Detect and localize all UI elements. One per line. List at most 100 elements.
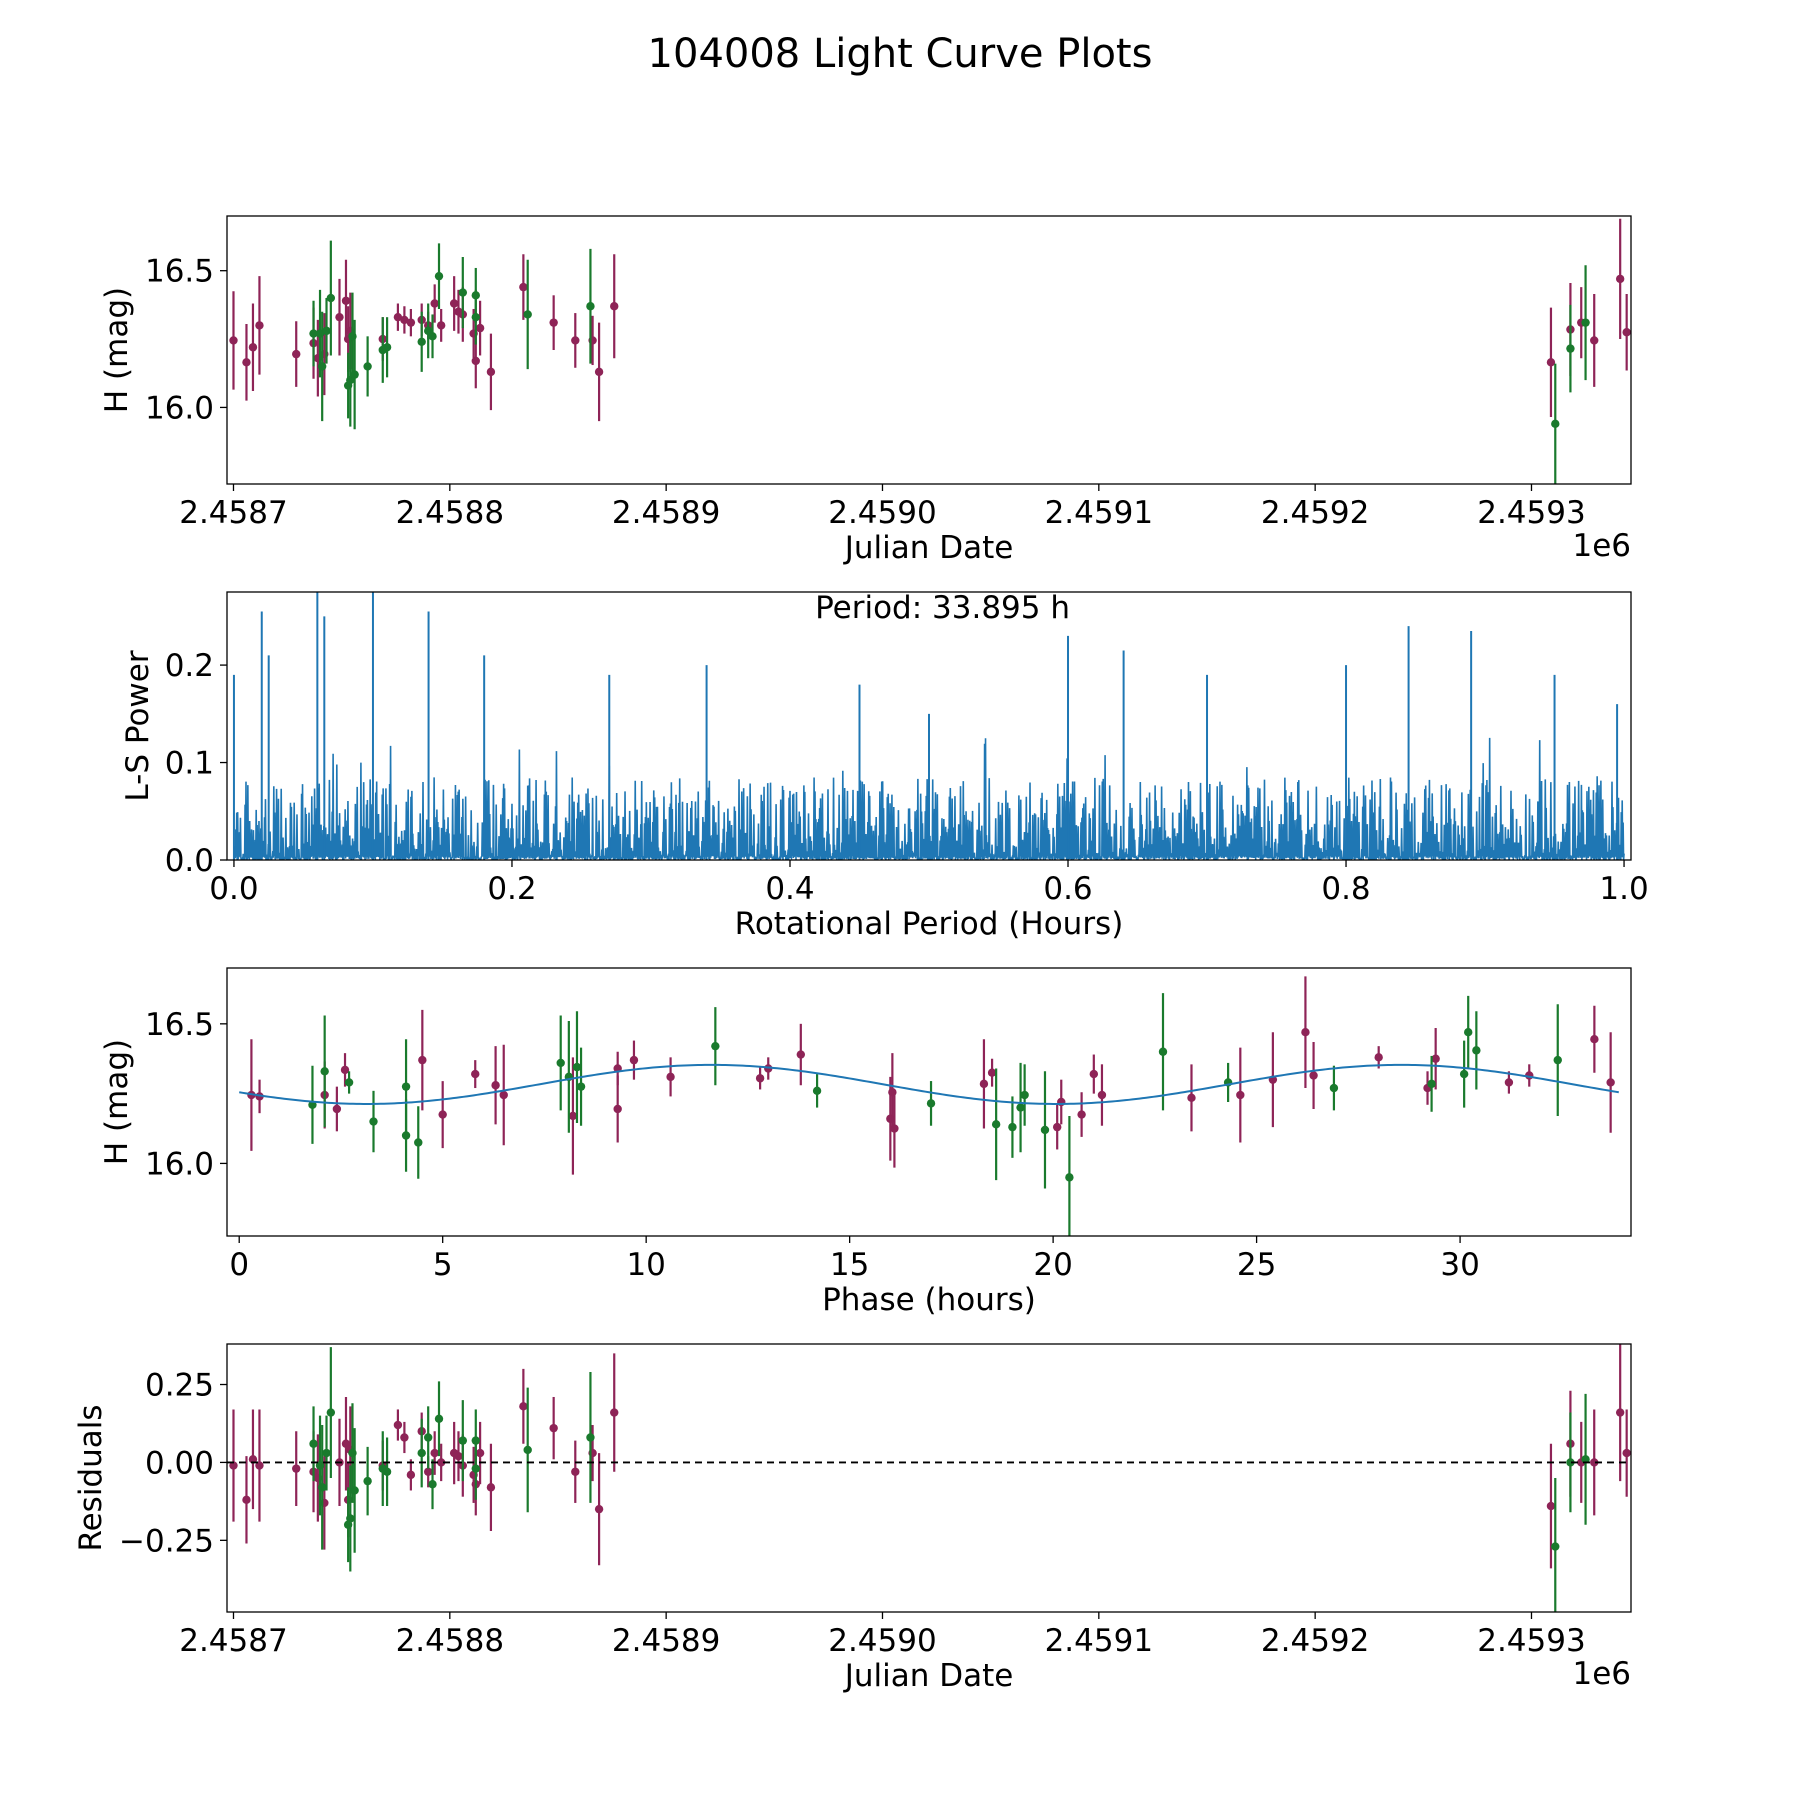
residuals-point-green [317, 1483, 327, 1492]
periodogram-x-tick-label: 1.0 [1599, 871, 1648, 907]
phase-curve-point-green [991, 1120, 1001, 1129]
residuals-x-tick-label: 2.4593 [1477, 1623, 1585, 1659]
phase-curve-point-green [1464, 1028, 1473, 1037]
phase-curve-fit-line [239, 1063, 1619, 1105]
phase-curve-point-green [401, 1131, 411, 1140]
residuals-point-maroon [406, 1470, 416, 1480]
residuals-y-tick-label: 0.00 [145, 1445, 214, 1481]
phase-curve-point-maroon [1301, 1028, 1310, 1037]
residuals-point-green [363, 1476, 372, 1486]
periodogram-x-tick-label: 0.6 [1043, 871, 1092, 907]
residuals-x-tick-label: 2.4589 [612, 1623, 720, 1659]
phase-curve-point-green [344, 1078, 354, 1087]
residuals-point-green [523, 1445, 532, 1455]
phase-curve-point-maroon [418, 1055, 427, 1065]
residuals-point-green [1581, 1455, 1590, 1464]
periodogram-x-tick-label: 0.4 [765, 871, 814, 907]
residuals-point-maroon [1622, 1448, 1631, 1458]
residuals-point-maroon [242, 1495, 251, 1505]
phase-curve-point-green [1553, 1055, 1562, 1065]
residuals-ylabel: Residuals [73, 1404, 109, 1551]
phase-curve-point-maroon [1052, 1122, 1062, 1132]
light-curve-axes-frame [226, 215, 1632, 485]
phase-curve-x-tick-label: 10 [626, 1247, 665, 1283]
phase-curve-point-green [1008, 1122, 1017, 1132]
residuals-point-green [428, 1480, 437, 1489]
phase-curve-axes-frame [226, 967, 1632, 1237]
phase-curve-point-green [401, 1082, 411, 1091]
phase-curve-point-maroon [987, 1068, 997, 1077]
phase-curve-point-green [320, 1067, 329, 1076]
light-curve-point-green [434, 271, 444, 281]
phase-curve-point-maroon [1504, 1078, 1514, 1087]
residuals-point-green [1551, 1542, 1560, 1551]
phase-curve-point-maroon [629, 1055, 639, 1065]
phase-curve-point-green [1065, 1173, 1074, 1182]
residuals-point-maroon [475, 1448, 485, 1458]
residuals-x-tick-label: 2.4590 [828, 1623, 936, 1659]
figure-title: 104008 Light Curve Plots [648, 31, 1153, 77]
light-curve-x-tick-label: 2.4590 [828, 495, 936, 531]
light-curve-point-green [471, 312, 480, 322]
light-curve-point-maroon [571, 336, 580, 345]
phase-curve-point-maroon [1236, 1090, 1245, 1100]
light-curve-point-maroon [406, 318, 416, 327]
light-curve-point-maroon [549, 318, 558, 327]
residuals-point-green [471, 1464, 480, 1473]
light-curve-point-green [1566, 344, 1575, 353]
light-curve-point-green [458, 288, 468, 297]
residuals-point-maroon [594, 1504, 604, 1514]
residuals-xlabel: Julian Date [843, 1658, 1014, 1694]
periodogram-x-tick-label: 0.8 [1321, 871, 1370, 907]
phase-curve-point-maroon [890, 1124, 899, 1133]
light-curve-point-green [382, 343, 392, 352]
residuals-point-maroon [400, 1433, 409, 1442]
periodogram-y-tick-label: 0.2 [165, 648, 214, 684]
light-curve-point-maroon [471, 356, 480, 366]
light-curve-point-maroon [610, 302, 619, 311]
light-curve-point-green [417, 337, 426, 346]
phase-curve-point-maroon [613, 1104, 622, 1114]
residuals-point-maroon [549, 1423, 558, 1433]
residuals-point-green [350, 1486, 359, 1495]
residuals-x-offset: 1e6 [1572, 1656, 1631, 1692]
light-curve-ticks: 2.4587 2.4588 2.4589 2.4590 2.4591 2.4592 2.45… [145, 254, 1586, 531]
residuals-point-green [322, 1448, 331, 1458]
periodogram-panel: 0.0 0.2 0.4 0.6 0.8 1.0 0.0 0.1 0.2 Period: 33.8… [120, 590, 1649, 942]
light-curve-point-green [1581, 318, 1590, 327]
phase-curve-point-green [1459, 1069, 1469, 1079]
phase-curve-point-maroon [1077, 1110, 1086, 1119]
phase-curve-point-maroon [438, 1110, 447, 1119]
phase-curve-xlabel: Phase (hours) [822, 1282, 1036, 1318]
residuals-point-maroon [1590, 1458, 1599, 1467]
residuals-y-tick-label: −0.25 [119, 1523, 214, 1559]
light-curve-point-maroon [436, 321, 446, 330]
phase-curve-point-green [414, 1138, 423, 1147]
light-curve-point-maroon [594, 367, 604, 377]
light-curve-point-maroon [229, 336, 238, 345]
residuals-x-tick-label: 2.4592 [1261, 1623, 1369, 1659]
light-curve-point-maroon [335, 312, 344, 322]
residuals-point-maroon [248, 1455, 258, 1464]
light-curve-x-tick-label: 2.4593 [1477, 495, 1585, 531]
light-curve-ylabel: H (mag) [99, 287, 135, 413]
phase-curve-panel: 0 5 10 15 20 25 30 16.0 16.5 Phase (hours) H (ma… [99, 967, 1632, 1318]
residuals-point-maroon [393, 1420, 403, 1430]
periodogram-y-tick-label: 0.0 [165, 843, 214, 879]
residuals-panel: 2.4587 2.4588 2.4589 2.4590 2.4591 2.4592 2.45… [73, 1343, 1632, 1694]
residuals-point-maroon [341, 1439, 351, 1448]
light-curve-point-green [1551, 419, 1560, 429]
residuals-x-tick-label: 2.4587 [179, 1623, 287, 1659]
residuals-point-maroon [229, 1461, 238, 1470]
light-curve-point-maroon [475, 323, 485, 333]
residuals-point-green [326, 1408, 336, 1417]
residuals-ticks: 2.4587 2.4588 2.4589 2.4590 2.4591 2.4592 2.45… [119, 1368, 1586, 1659]
light-curve-panel: 2.4587 2.4588 2.4589 2.4590 2.4591 2.4592 2.45… [99, 215, 1632, 566]
phase-curve-x-tick-label: 15 [830, 1247, 869, 1283]
residuals-point-maroon [292, 1464, 301, 1473]
residuals-point-green [458, 1436, 468, 1445]
light-curve-point-maroon [341, 296, 351, 305]
periodogram-period-annotation: Period: 33.895 h [815, 590, 1070, 626]
